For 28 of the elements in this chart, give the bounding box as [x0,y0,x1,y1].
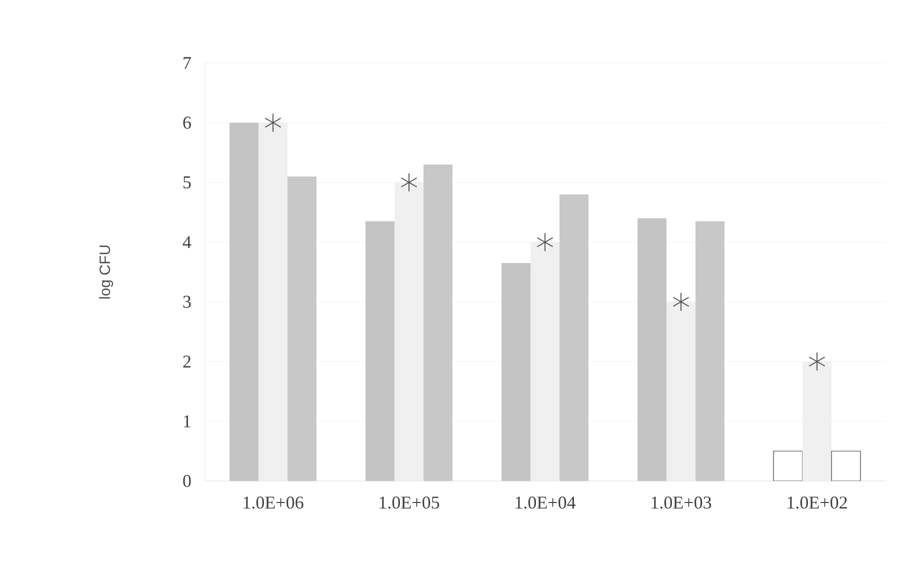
y-tick-label: 6 [183,116,191,129]
y-tick-label: 4 [182,236,192,248]
bar [424,164,452,481]
bar [637,218,666,481]
bar [773,450,803,481]
point [808,352,826,372]
y-axis-title: log CFU [99,246,114,298]
x-tick-label: 1.0E+06 [244,496,304,509]
point [536,232,554,252]
y-tick-label: 7 [184,57,191,69]
x-tick-label: 1.0E+03 [652,496,712,509]
bar [230,122,259,481]
y-tick-label: 1 [184,415,190,428]
y-tick-label: 0 [183,474,191,488]
y-tick-label: 2 [183,356,190,368]
y-tick-label: 5 [184,176,191,188]
bar [288,176,317,481]
x-tick-label: 1.0E+05 [380,496,440,509]
bar [695,221,724,481]
point [400,172,418,192]
y-tick-label: 3 [183,296,191,308]
bar [559,194,588,481]
point [672,292,690,312]
x-tick-label: 1.0E+04 [516,496,576,509]
x-tick-label: 1.0E+02 [788,496,847,509]
bar [366,221,394,481]
point [264,113,282,132]
bar [502,263,530,481]
